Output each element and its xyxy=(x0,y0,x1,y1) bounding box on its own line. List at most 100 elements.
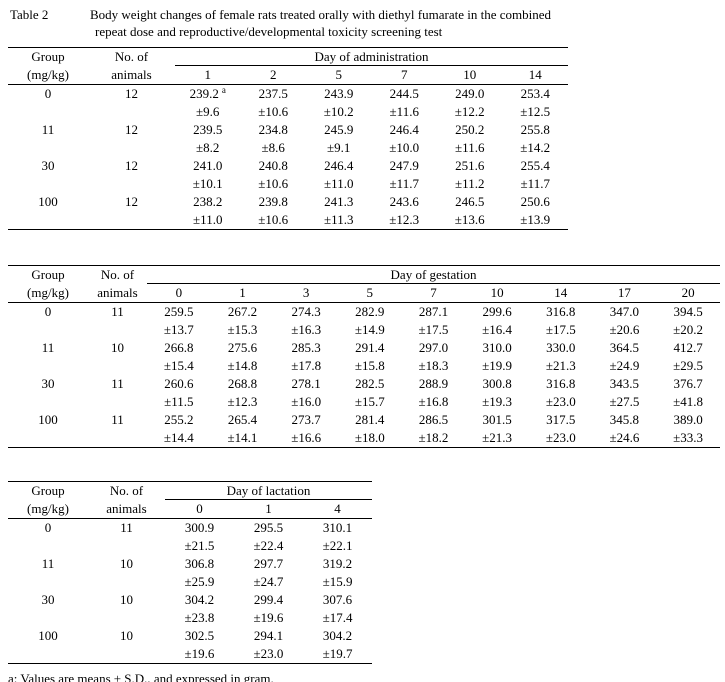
sd-value-cell: ±10.1 xyxy=(192,176,223,191)
sd-value-cell: ±18.0 xyxy=(337,429,402,448)
sd-value-cell: ±17.5 xyxy=(545,322,576,337)
empty-cell xyxy=(88,429,147,448)
mean-value: 253.4 xyxy=(520,86,550,101)
mean-value: 244.5 xyxy=(389,86,419,101)
group-header: Group xyxy=(8,481,88,500)
mean-value: 237.5 xyxy=(258,86,288,101)
mean-value-cell: 286.5 xyxy=(402,411,466,429)
mean-value: 285.3 xyxy=(291,340,321,355)
caption-line-1: Body weight changes of female rats treat… xyxy=(90,7,551,22)
mean-value-cell: 243.6 xyxy=(372,193,438,211)
day-column-header: 17 xyxy=(592,283,657,303)
sd-value-cell: ±14.1 xyxy=(210,429,275,448)
mean-value-cell: 347.0 xyxy=(593,303,657,322)
sd-value-cell: ±15.3 xyxy=(227,322,258,337)
dose-group-mean-row: 100 12 238.2 239.8 241.3 243.6 246.5 250.6 xyxy=(8,193,568,211)
sd-value-cell: ±23.0 xyxy=(528,429,593,448)
mean-value: 245.9 xyxy=(324,122,354,137)
sd-value-cell: ±8.6 xyxy=(261,140,285,155)
dose-group-mean-row: 0 11 300.9 295.5 310.1 xyxy=(8,519,372,538)
group-cell: 11 xyxy=(41,340,55,355)
mean-value: 267.2 xyxy=(227,304,258,319)
mean-value: 330.0 xyxy=(546,340,576,355)
sd-value-cell: ±25.9 xyxy=(184,574,215,589)
mean-value: 247.9 xyxy=(389,158,419,173)
sd-value-cell: ±14.2 xyxy=(520,140,551,155)
day-column-header: 10 xyxy=(437,65,503,85)
mean-value-cell: 343.5 xyxy=(593,375,657,393)
mean-value: 316.8 xyxy=(546,376,576,391)
day-column-header: 1 xyxy=(234,499,303,519)
mean-value: 317.5 xyxy=(546,412,576,427)
empty-cell xyxy=(88,103,175,121)
dose-group-mean-row: 11 12 239.5 234.8 245.9 246.4 250.2 255.8 xyxy=(8,121,568,139)
mean-value: 306.8 xyxy=(184,556,215,571)
mean-value: 251.6 xyxy=(455,158,485,173)
empty-cell xyxy=(8,609,88,627)
sd-value-cell: ±24.7 xyxy=(253,574,284,589)
mean-value: 246.5 xyxy=(455,194,485,209)
group-cell: 11 xyxy=(41,122,55,137)
mean-value-cell: 282.5 xyxy=(338,375,402,393)
mean-value-cell: 412.7 xyxy=(656,339,720,357)
dose-group-sd-row: ±19.6 ±23.0 ±19.7 xyxy=(8,645,373,664)
mean-value: 249.0 xyxy=(455,86,485,101)
sd-value-cell: ±19.9 xyxy=(482,358,513,373)
dose-group-sd-row: ±23.8 ±19.6 ±17.4 xyxy=(8,609,372,627)
sd-value-cell: ±15.8 xyxy=(354,358,385,373)
header-row-2: (mg/kg) animals 0 1 4 xyxy=(8,499,373,519)
day-column-header: 4 xyxy=(303,499,373,519)
mean-value: 255.4 xyxy=(520,158,550,173)
mean-value: 394.5 xyxy=(673,304,703,319)
mean-value: 300.8 xyxy=(482,376,512,391)
mean-value-cell: 316.8 xyxy=(529,303,593,322)
animals-header-2: animals xyxy=(88,283,147,303)
mean-value-cell: 288.9 xyxy=(402,375,466,393)
mean-value: 246.4 xyxy=(324,158,354,173)
mean-value: 282.9 xyxy=(355,304,385,319)
mean-value-cell: 285.3 xyxy=(274,339,338,357)
empty-cell xyxy=(8,175,88,193)
mean-value: 255.8 xyxy=(520,122,550,137)
mean-value-cell: 364.5 xyxy=(593,339,657,357)
sd-value-cell: ±17.8 xyxy=(291,358,322,373)
mean-value: 310.1 xyxy=(322,520,353,535)
mean-value-cell: 255.2 xyxy=(147,411,211,429)
sd-value-cell: ±11.6 xyxy=(455,140,485,155)
animals-header: No. of xyxy=(88,265,147,284)
mean-value-cell: 316.8 xyxy=(529,375,593,393)
animals-header: No. of xyxy=(88,47,175,66)
mean-value-cell: 274.3 xyxy=(274,303,338,322)
sd-value-cell: ±21.5 xyxy=(184,538,215,553)
mean-value-cell: 317.5 xyxy=(529,411,593,429)
sd-value-cell: ±12.3 xyxy=(227,394,258,409)
mean-value: 294.1 xyxy=(253,628,284,643)
sd-value-cell: ±11.0 xyxy=(324,176,354,191)
sd-value-cell: ±24.9 xyxy=(609,358,640,373)
mean-value-cell: 240.8 xyxy=(241,157,307,175)
sd-value-cell: ±19.3 xyxy=(482,394,513,409)
group-cell: 100 xyxy=(38,628,58,643)
empty-cell xyxy=(88,211,175,230)
day-span-header: Day of lactation xyxy=(165,481,373,500)
empty-cell xyxy=(88,537,165,555)
mean-value: 389.0 xyxy=(673,412,703,427)
sd-value-cell: ±16.3 xyxy=(291,322,322,337)
dose-group-sd-row: ±21.5 ±22.4 ±22.1 xyxy=(8,537,372,555)
animals-cell: 11 xyxy=(111,412,124,427)
table-caption-label: Table 2 xyxy=(10,7,49,22)
group-cell: 0 xyxy=(44,86,52,101)
sd-value-cell: ±15.9 xyxy=(322,574,353,589)
mean-value-cell: 255.4 xyxy=(503,157,569,175)
group-cell: 100 xyxy=(38,412,58,427)
dose-group-mean-row: 11 10 266.8 275.6 285.3 291.4 297.0 310.0 330.0 3… xyxy=(8,339,720,357)
mean-value-cell: 234.8 xyxy=(241,121,307,139)
mean-value-cell: 310.0 xyxy=(465,339,529,357)
animals-cell: 10 xyxy=(120,628,133,643)
day-column-header: 20 xyxy=(656,283,720,303)
day-column-header: 3 xyxy=(274,283,338,303)
mean-value: 343.5 xyxy=(609,376,640,391)
mean-value-cell: 267.2 xyxy=(211,303,275,322)
mean-value-cell: 246.5 xyxy=(437,193,503,211)
